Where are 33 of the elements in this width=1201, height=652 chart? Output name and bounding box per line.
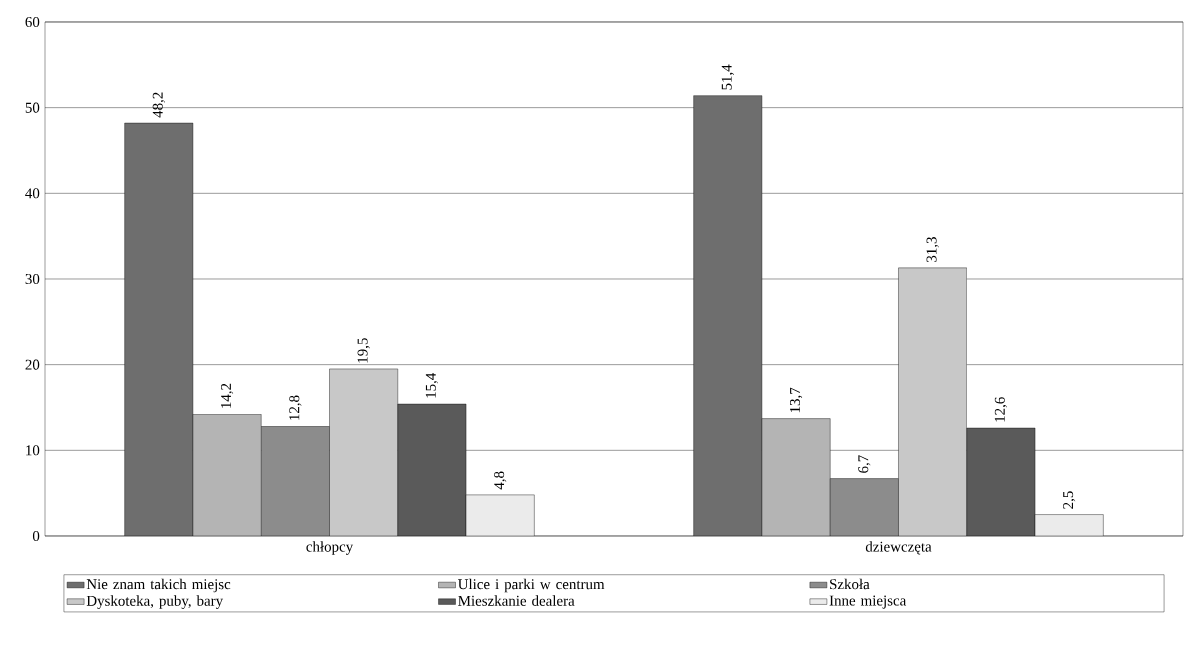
data-label: 48,2: [152, 92, 165, 118]
data-label: 15,4: [425, 372, 438, 398]
data-label: 12,6: [994, 397, 1008, 422]
legend-label: Nie znam takich miejsc: [86, 578, 231, 593]
bar: [465, 494, 535, 536]
y-tick-label: 40: [25, 188, 40, 199]
x-tick-label: dziewczęta: [865, 541, 932, 555]
legend-label: Mieszkanie dealera: [458, 595, 575, 606]
y-tick-label: 0: [32, 530, 40, 542]
bar: [1034, 514, 1104, 536]
y-tick-label: 50: [25, 102, 40, 113]
y-tick-label: 30: [25, 273, 40, 285]
data-label: 19,5: [357, 338, 370, 363]
data-label: 31,3: [926, 237, 939, 262]
legend-label: Inne miejsca: [829, 595, 907, 609]
bar: [693, 95, 763, 536]
data-label: 2,5: [1063, 491, 1076, 509]
bar: [966, 427, 1036, 536]
bar: [124, 122, 194, 536]
data-label: 51,4: [721, 64, 734, 90]
x-tick-label: chłopcy: [306, 541, 354, 555]
y-tick-label: 10: [26, 445, 40, 456]
data-label: 12,8: [289, 395, 302, 420]
legend-label: Ulice i parki w centrum: [458, 578, 605, 593]
y-tick-label: 60: [25, 16, 40, 28]
y-tick-label: 20: [25, 359, 40, 370]
data-label: 14,2: [220, 383, 234, 408]
data-label: 4,8: [494, 471, 507, 490]
legend-label: Dyskoteka, puby, bary: [86, 595, 224, 609]
bar: [397, 403, 467, 536]
legend-label: Szkoła: [830, 578, 870, 590]
data-label: 13,7: [789, 387, 803, 413]
data-label: 6,7: [858, 455, 871, 473]
